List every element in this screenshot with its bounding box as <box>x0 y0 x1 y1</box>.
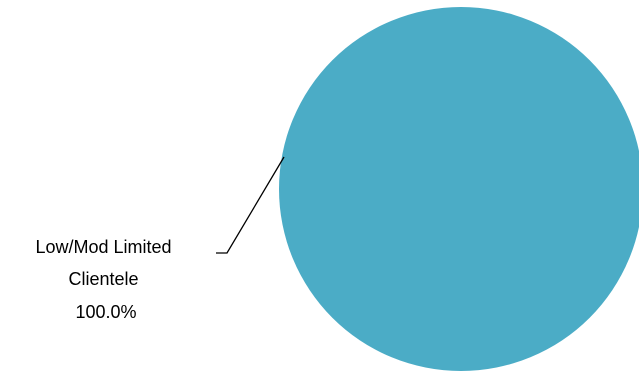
pie-slice <box>279 7 639 371</box>
slice-label-line-1: Low/Mod Limited <box>35 237 171 257</box>
slice-label-line-2: Clientele <box>68 269 138 289</box>
slice-label-line-3: 100.0% <box>75 302 136 322</box>
pie-slices <box>279 7 639 371</box>
leader-line <box>216 157 284 253</box>
slice-label: Low/Mod Limited Clientele 100.0% <box>35 237 176 322</box>
